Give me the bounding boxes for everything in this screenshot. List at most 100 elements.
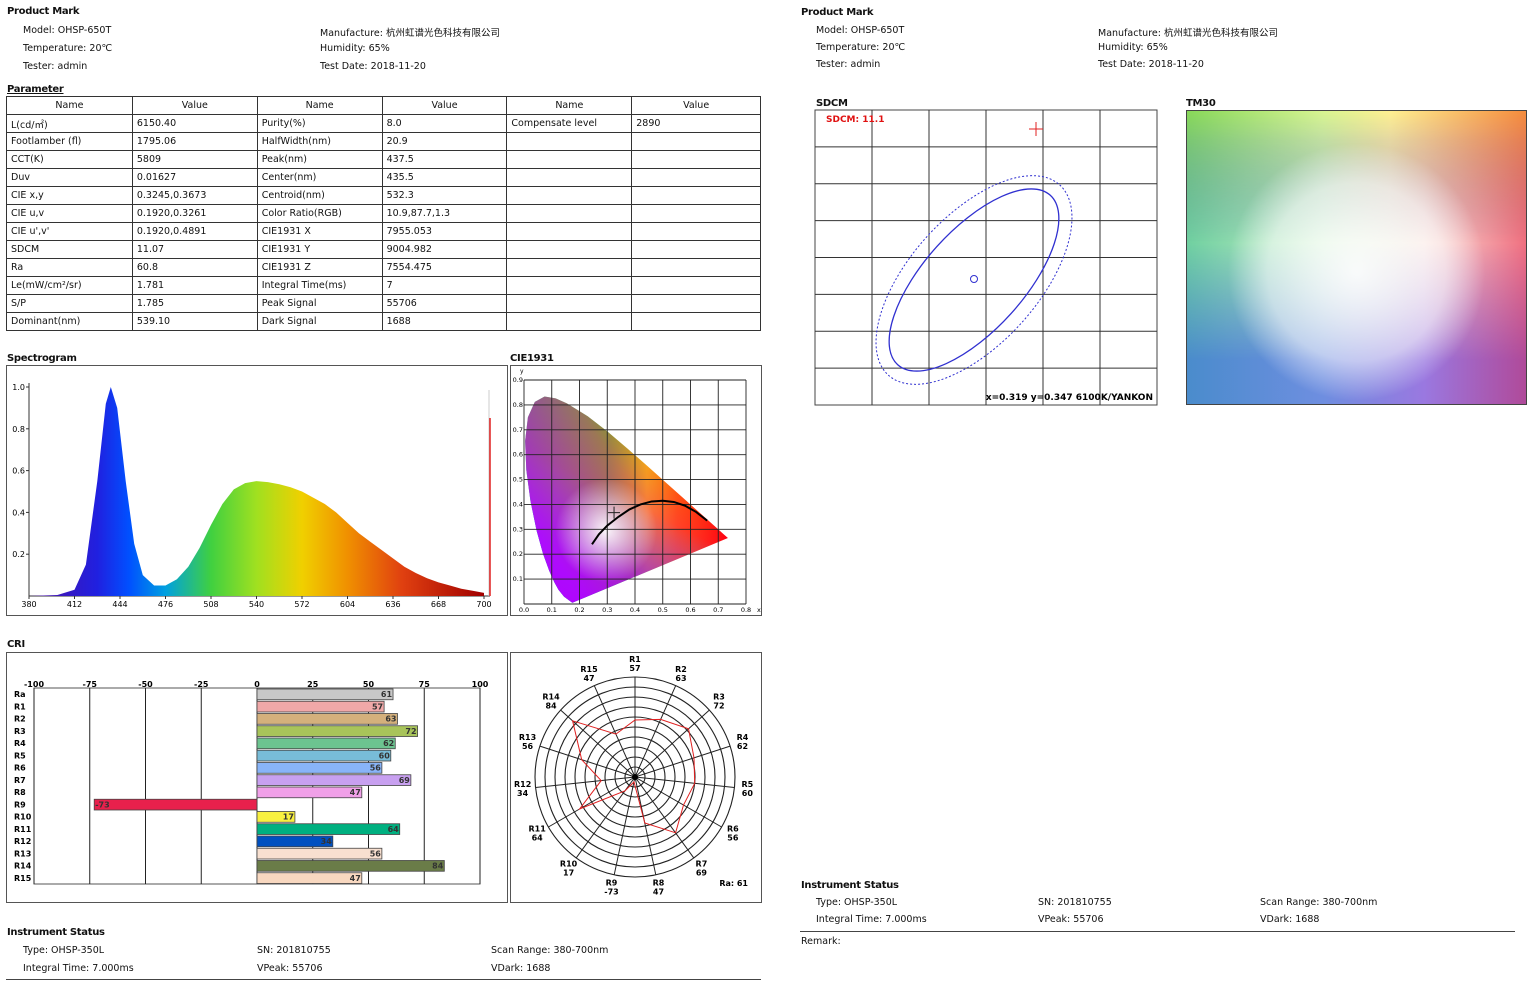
instrument-integral-right: Integral Time: 7.000ms: [816, 914, 927, 925]
y-tick-label: 0.7: [513, 426, 523, 434]
polar-category-label: R11: [528, 825, 546, 834]
x-tick-label: 668: [431, 600, 446, 609]
instrument-scan-range: Scan Range: 380-700nm: [491, 945, 609, 956]
x-tick-label: 0.2: [574, 606, 584, 614]
polar-category-label: R8: [653, 879, 665, 888]
y-tick-label: 1.0: [12, 383, 25, 392]
cri-bar: [256, 688, 394, 701]
polar-category-label: R13: [519, 733, 536, 742]
cri-value-label: 56: [370, 849, 382, 858]
x-tick-label: 572: [294, 600, 309, 609]
polar-spoke: [548, 776, 636, 828]
cri-bar: [256, 823, 401, 835]
x-tick-label: 636: [385, 600, 400, 609]
x-tick-label: -100: [24, 680, 44, 689]
cri-category-label: R8: [14, 788, 26, 797]
cri-polar-panel: [510, 652, 762, 903]
y-tick-label: 0.9: [513, 376, 523, 384]
instrument-type-right: Type: OHSP-350L: [816, 897, 898, 908]
param-name: [506, 312, 633, 331]
y-tick-label: 0.6: [513, 451, 523, 459]
cri-category-label: R3: [14, 727, 26, 736]
table-row: S/P 1.785 Peak Signal 55706: [6, 294, 761, 313]
cri-bar: [256, 786, 363, 799]
cri-bar: [256, 811, 296, 823]
x-tick-label: 0.0: [519, 606, 529, 614]
param-name: Dark Signal: [256, 312, 383, 331]
cri-value-label: 47: [350, 788, 361, 797]
cri-category-label: R2: [14, 715, 26, 724]
x-axis-label: x: [757, 606, 761, 614]
cri-category-label: R12: [14, 837, 31, 846]
x-tick-label: 700: [476, 600, 491, 609]
instrument-vpeak-right: VPeak: 55706: [1038, 914, 1104, 925]
y-tick-label: 0.6: [12, 467, 25, 476]
cri-bar: [256, 847, 383, 860]
table-row: Dominant(nm) 539.10 Dark Signal 1688: [6, 312, 761, 331]
polar-spoke: [634, 776, 735, 788]
x-tick-label: 476: [158, 600, 173, 609]
polar-category-label: R2: [675, 665, 687, 674]
divider-right: [800, 931, 1515, 932]
x-tick-label: -50: [138, 680, 153, 689]
cri-bar: [256, 835, 334, 848]
spectrum-area: [29, 387, 484, 596]
instrument-vdark-right: VDark: 1688: [1260, 914, 1320, 925]
x-tick-label: 0.4: [630, 606, 640, 614]
chromaticity-diagram: [525, 396, 728, 603]
table-row: CIE u,v 0.1920,0.3261 Color Ratio(RGB) 10.9…: [6, 204, 761, 223]
polar-category-label: R14: [542, 692, 560, 701]
polar-category-label: R6: [727, 825, 739, 834]
cri-bar: [256, 737, 396, 750]
x-tick-label: 0.3: [602, 606, 612, 614]
x-tick-label: -75: [83, 680, 98, 689]
cri-value-label: 60: [379, 751, 391, 760]
humidity-right: Humidity: 65%: [1098, 42, 1168, 53]
cri-value-label: 61: [381, 690, 393, 699]
x-tick-label: 0.1: [547, 606, 557, 614]
instrument-type: Type: OHSP-350L: [23, 945, 105, 956]
test-date: Test Date: 2018-11-20: [320, 61, 426, 72]
chromaticity-point-cross: [608, 506, 621, 519]
param-value: [631, 312, 761, 331]
cri-category-label: R6: [14, 764, 26, 773]
instrument-vpeak: VPeak: 55706: [257, 963, 323, 974]
x-tick-label: 75: [419, 680, 431, 689]
cri-category-label: R13: [14, 849, 31, 858]
table-row: Duv 0.01627 Center(nm) 435.5: [6, 168, 761, 187]
polar-value-label: 57: [629, 664, 640, 673]
polar-value-label: 34: [517, 789, 529, 798]
cri-bar: [256, 713, 398, 725]
instrument-title-right: Instrument Status: [801, 880, 899, 891]
polar-value-label: 69: [696, 868, 708, 877]
x-tick-label: 604: [340, 600, 355, 609]
y-tick-label: 0.4: [513, 500, 523, 508]
x-tick-label: -25: [194, 680, 209, 689]
param-value: 539.10: [131, 312, 258, 331]
product-mark-title-right: Product Mark: [801, 7, 874, 18]
y-tick-label: 0.1: [513, 575, 523, 583]
tester: Tester: admin: [23, 61, 88, 72]
polar-value-label: 17: [563, 868, 574, 877]
x-tick-label: 540: [249, 600, 264, 609]
cri-panel: [6, 652, 508, 903]
sdcm-title: SDCM: [816, 98, 848, 109]
cri-value-label: 56: [370, 764, 382, 773]
y-tick-label: 0.2: [12, 550, 25, 559]
cri-value-label: -73: [95, 800, 109, 809]
x-tick-label: 444: [112, 600, 127, 609]
divider: [6, 979, 761, 980]
table-row: L(cd/㎡) 6150.40 Purity(%) 8.0 Compensate lev…: [6, 114, 761, 133]
cri-category-label: R15: [14, 874, 32, 883]
parameter-table: Name Value Name Value Name Value L(cd/㎡) 6150.4…: [6, 96, 761, 331]
polar-value-label: 56: [727, 834, 739, 843]
cri-category-label: R11: [14, 825, 32, 834]
ra-label: Ra: 61: [719, 879, 748, 888]
polar-category-label: R7: [696, 859, 708, 868]
instrument-sn-right: SN: 201810755: [1038, 897, 1112, 908]
y-tick-label: 0.3: [513, 525, 523, 533]
cri-value-label: 17: [283, 813, 294, 822]
polar-category-label: R9: [606, 879, 618, 888]
polar-value-label: 47: [653, 888, 664, 897]
